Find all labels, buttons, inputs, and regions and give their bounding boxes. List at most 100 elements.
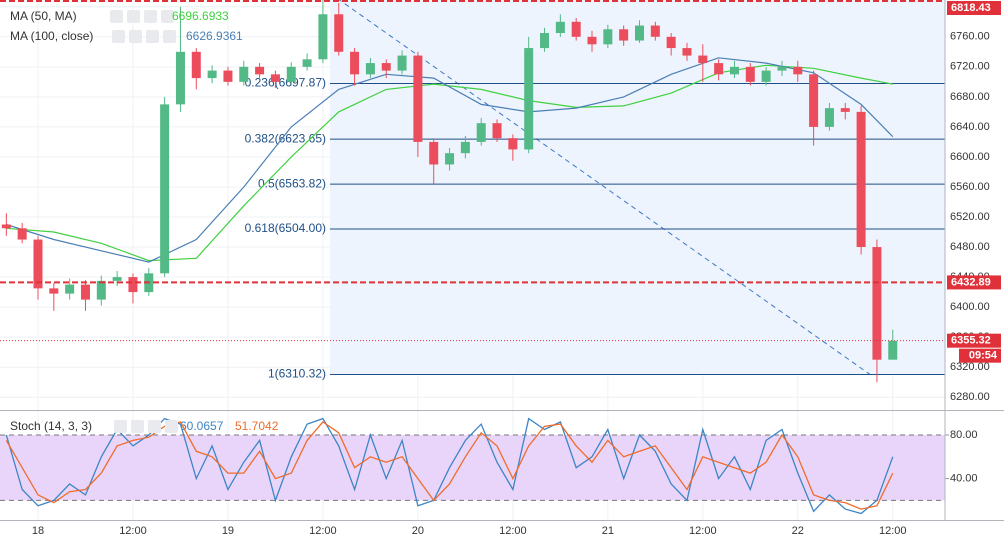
- legend-icon: [148, 420, 161, 433]
- legend-value: 6626.9361: [186, 29, 243, 43]
- candle-body: [761, 70, 771, 82]
- price-badge: [947, 275, 1001, 290]
- legend-icon: [165, 420, 178, 433]
- candle-body: [508, 138, 518, 150]
- candle-body: [571, 21, 581, 37]
- y-tick-label: 6520.00: [950, 211, 990, 223]
- x-tick-label: 12:00: [499, 525, 527, 537]
- x-tick-label: 22: [792, 525, 804, 537]
- candle-body: [413, 55, 423, 142]
- candle-body: [17, 228, 27, 240]
- candle-body: [223, 70, 233, 82]
- candle-body: [445, 153, 455, 165]
- x-tick-label: 12:00: [689, 525, 717, 537]
- candle-body: [175, 51, 185, 105]
- candle-body: [334, 14, 344, 52]
- candle-body: [872, 247, 882, 360]
- candle-body: [840, 108, 850, 112]
- y-tick-label: 6720.00: [950, 61, 990, 73]
- y-tick-label: 6320.00: [950, 361, 990, 373]
- price-badge: [947, 333, 1001, 348]
- price-badge: [947, 1, 1001, 15]
- candle-body: [793, 66, 803, 75]
- candle-body: [1, 224, 11, 229]
- candle-body: [49, 288, 59, 294]
- stoch-line: [5, 421, 894, 510]
- candle-body: [682, 48, 692, 56]
- legend-icon: [163, 30, 176, 43]
- y-tick-label: 6400.00: [950, 301, 990, 313]
- candle-body: [397, 55, 407, 71]
- fib-label: 0.382(6623.65): [245, 131, 326, 145]
- candle-body: [207, 70, 217, 79]
- legend-icon: [144, 10, 157, 23]
- legend-icon: [146, 30, 159, 43]
- candle-body: [603, 29, 613, 45]
- y-tick-label: 6560.00: [950, 181, 990, 193]
- y-tick-label: 6640.00: [950, 121, 990, 133]
- countdown: 09:54: [969, 350, 998, 362]
- x-tick-label: 21: [602, 525, 614, 537]
- candle-body: [476, 123, 486, 142]
- candle-body: [255, 66, 265, 75]
- x-tick-label: 19: [222, 525, 234, 537]
- candle-body: [160, 104, 170, 274]
- fib-label: 0.236(6697.87): [245, 76, 326, 90]
- candle-body: [96, 280, 106, 300]
- candle-body: [33, 239, 43, 289]
- candle-body: [365, 63, 375, 75]
- legend-icon: [129, 30, 142, 43]
- candle-body: [239, 66, 249, 82]
- legend-value: 60.0657: [180, 419, 224, 433]
- candle-body: [429, 141, 439, 165]
- legend-icon: [127, 10, 140, 23]
- fib-zone: [330, 0, 945, 375]
- stoch-band: [0, 434, 945, 501]
- x-tick-label: 12:00: [309, 525, 337, 537]
- candle-body: [714, 63, 724, 75]
- candle-body: [634, 25, 644, 41]
- fib-label: 0.618(6504.00): [245, 221, 326, 235]
- candle-body: [824, 108, 834, 127]
- candle-body: [729, 66, 739, 75]
- candle-body: [650, 25, 660, 37]
- y-tick-label: 6760.00: [950, 31, 990, 43]
- legend-icon: [161, 10, 174, 23]
- x-tick-label: 12:00: [119, 525, 147, 537]
- candle-body: [555, 21, 565, 34]
- candle-body: [745, 66, 755, 82]
- x-tick-label: 20: [412, 525, 424, 537]
- candle-body: [698, 55, 708, 64]
- x-tick-label: 12:00: [879, 525, 907, 537]
- legend-icon: [110, 10, 123, 23]
- countdown-badge: [959, 348, 1001, 363]
- candle-body: [286, 66, 296, 82]
- candle-body: [80, 284, 90, 300]
- y-tick-label: 6480.00: [950, 241, 990, 253]
- price-badge-label: 6355.32: [951, 335, 991, 347]
- legend-label: MA (100, close): [10, 29, 93, 43]
- candle-body: [350, 51, 360, 75]
- candle-body: [666, 36, 676, 49]
- y-tick-label: 6680.00: [950, 91, 990, 103]
- legend-icon: [112, 30, 125, 43]
- candle-body: [777, 66, 787, 71]
- candle-body: [128, 277, 138, 293]
- candle-body: [492, 123, 502, 139]
- candle-body: [318, 14, 328, 60]
- candle-body: [191, 51, 201, 79]
- candle-body: [619, 29, 629, 41]
- candle-body: [524, 48, 534, 150]
- price-badge-label: 6432.89: [951, 276, 991, 288]
- candle-body: [270, 74, 280, 82]
- legend-value: 51.7042: [235, 419, 279, 433]
- y-tick-label: 80.00: [950, 429, 978, 441]
- candle-body: [65, 284, 75, 294]
- y-tick-label: 40.00: [950, 472, 978, 484]
- candle-body: [587, 36, 597, 45]
- legend-icon: [114, 420, 127, 433]
- candle-body: [302, 59, 312, 67]
- moving-average: [6, 57, 894, 263]
